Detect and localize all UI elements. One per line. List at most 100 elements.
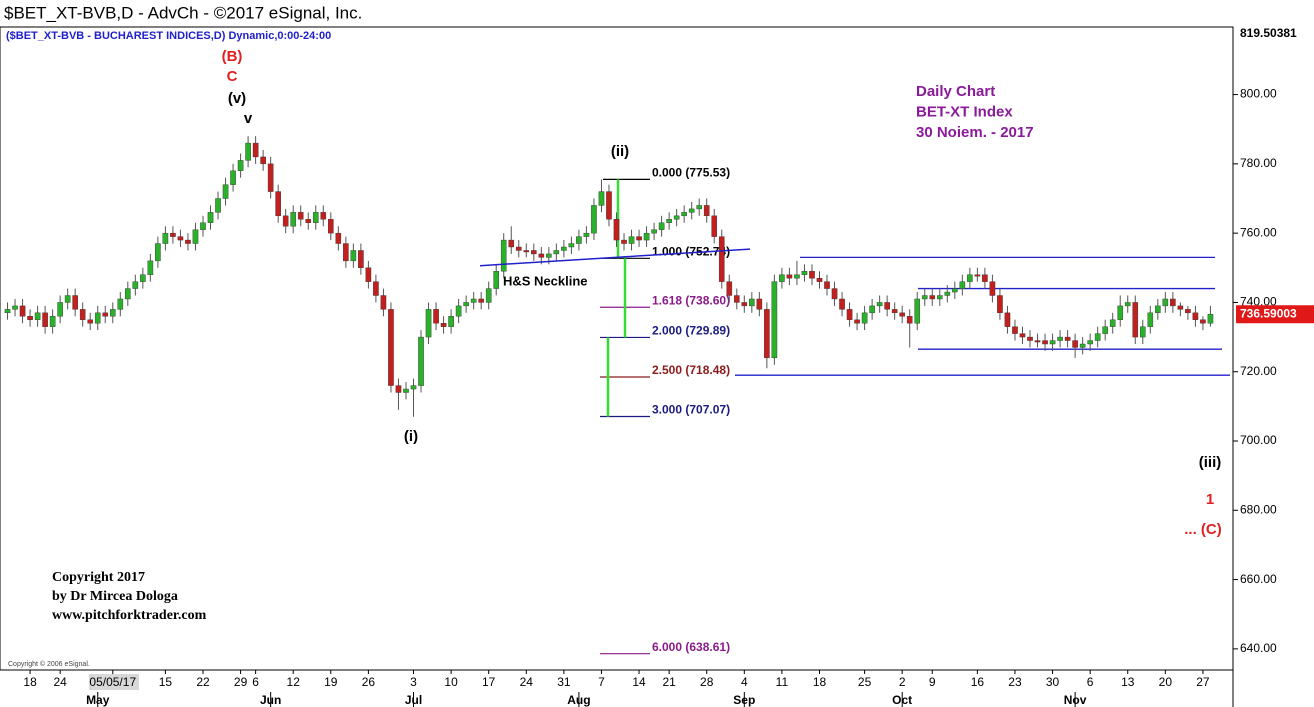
candle-body <box>756 298 763 310</box>
candle-body <box>598 191 605 206</box>
x-tick-label: 21 <box>662 675 676 689</box>
candle-body <box>538 253 545 258</box>
candle-body <box>478 298 484 303</box>
x-tick-label: 19 <box>324 675 338 689</box>
candle-body <box>974 274 981 277</box>
x-tick-label: 23 <box>1008 675 1022 689</box>
x-tick-label: 6 <box>1087 675 1094 689</box>
wave-label: v <box>244 110 253 127</box>
x-tick-label: 29 <box>234 675 248 689</box>
candle-body <box>733 295 740 303</box>
candle-body <box>132 281 139 289</box>
y-axis-top-label: 819.50381 <box>1240 26 1297 40</box>
candle-body <box>117 298 124 310</box>
x-tick-label: 17 <box>482 675 496 689</box>
candle-body <box>125 288 131 300</box>
y-tick-label: 660.00 <box>1240 572 1277 586</box>
fib-label: 6.000 (638.61) <box>652 640 730 654</box>
fib-label: 1.618 (738.60) <box>652 293 730 307</box>
y-tick-label: 740.00 <box>1240 295 1277 309</box>
candle-body <box>1019 333 1026 338</box>
candle-body <box>1200 319 1206 324</box>
last-price-box <box>1236 305 1314 324</box>
candle-body <box>365 267 372 282</box>
candle-body <box>418 336 424 386</box>
candle-body <box>87 319 94 324</box>
x-tick-label: 3 <box>410 675 417 689</box>
candle-body <box>34 312 41 320</box>
candle-body <box>989 281 996 296</box>
wave-label: 1 <box>1206 491 1214 508</box>
candle-body <box>749 298 755 307</box>
candle-body <box>1185 309 1191 314</box>
candle-body <box>297 212 304 220</box>
fib-label: 2.500 (718.48) <box>652 363 730 377</box>
month-label: Nov <box>1064 693 1087 707</box>
candle-body <box>1049 340 1056 345</box>
x-tick-label: 10 <box>444 675 458 689</box>
candle-body <box>666 219 672 223</box>
vendor-note: Copyright © 2006 eSignal. <box>8 660 90 668</box>
candle-body <box>343 243 349 262</box>
candle-body <box>79 309 86 320</box>
candle-body <box>500 239 507 272</box>
candle-body <box>621 239 627 244</box>
candle-body <box>1147 312 1154 327</box>
candle-body <box>696 205 703 210</box>
candle-body <box>230 170 236 185</box>
x-tick-label: 6 <box>252 675 259 689</box>
candle-body <box>576 236 582 244</box>
x-tick-label: 24 <box>520 675 534 689</box>
candle-body <box>493 271 500 289</box>
wave-label: (v) <box>228 90 246 107</box>
candle-body <box>27 316 33 320</box>
neckline <box>479 248 751 267</box>
candle-body <box>606 191 612 220</box>
candle-body <box>891 309 898 314</box>
candle-body <box>222 184 229 199</box>
y-tick-label: 780.00 <box>1240 156 1277 170</box>
candle-body <box>395 385 402 393</box>
info-text: 30 Noiem. - 2017 <box>916 124 1034 141</box>
candle-body <box>1177 305 1184 310</box>
candle-body <box>831 288 838 300</box>
candle-body <box>64 295 71 303</box>
copyright-text: by Dr Mircea Dologa <box>52 589 178 604</box>
x-tick-label: 27 <box>1196 675 1210 689</box>
candle-body <box>546 253 552 258</box>
x-tick-label: 18 <box>813 675 827 689</box>
last-price-label: 736.59003 <box>1240 306 1297 320</box>
candle-body <box>764 309 770 359</box>
candle-body <box>801 271 808 275</box>
x-tick-label: 16 <box>971 675 985 689</box>
x-tick-label: 15 <box>159 675 173 689</box>
y-tick-label: 700.00 <box>1240 433 1277 447</box>
candle-body <box>312 212 319 223</box>
y-tick-label: 760.00 <box>1240 225 1277 239</box>
x-tick-label: 31 <box>557 675 571 689</box>
candle-body <box>1155 305 1161 314</box>
candle-body <box>1072 340 1078 348</box>
candle-body <box>350 250 357 262</box>
candle-body <box>508 239 515 248</box>
month-label: May <box>86 693 110 707</box>
candle-body <box>440 323 447 327</box>
candle-body <box>19 305 26 317</box>
chart-title: $BET_XT-BVB,D - AdvCh - ©2017 eSignal, I… <box>4 3 362 22</box>
candle-body <box>42 312 48 327</box>
candle-body <box>952 288 958 293</box>
candle-body <box>711 215 718 237</box>
candle-body <box>741 302 748 307</box>
candle-body <box>1192 312 1199 320</box>
candle-body <box>320 212 327 220</box>
candle-body <box>1004 312 1011 327</box>
x-tick-label: 9 <box>929 675 936 689</box>
wave-label: (ii) <box>611 143 629 160</box>
candle-body <box>1117 305 1124 320</box>
month-label: Jun <box>260 693 281 707</box>
candle-body <box>613 219 620 241</box>
candle-body <box>215 198 221 213</box>
candle-body <box>433 309 439 324</box>
candle-body <box>155 243 161 262</box>
month-label: Oct <box>892 693 912 707</box>
